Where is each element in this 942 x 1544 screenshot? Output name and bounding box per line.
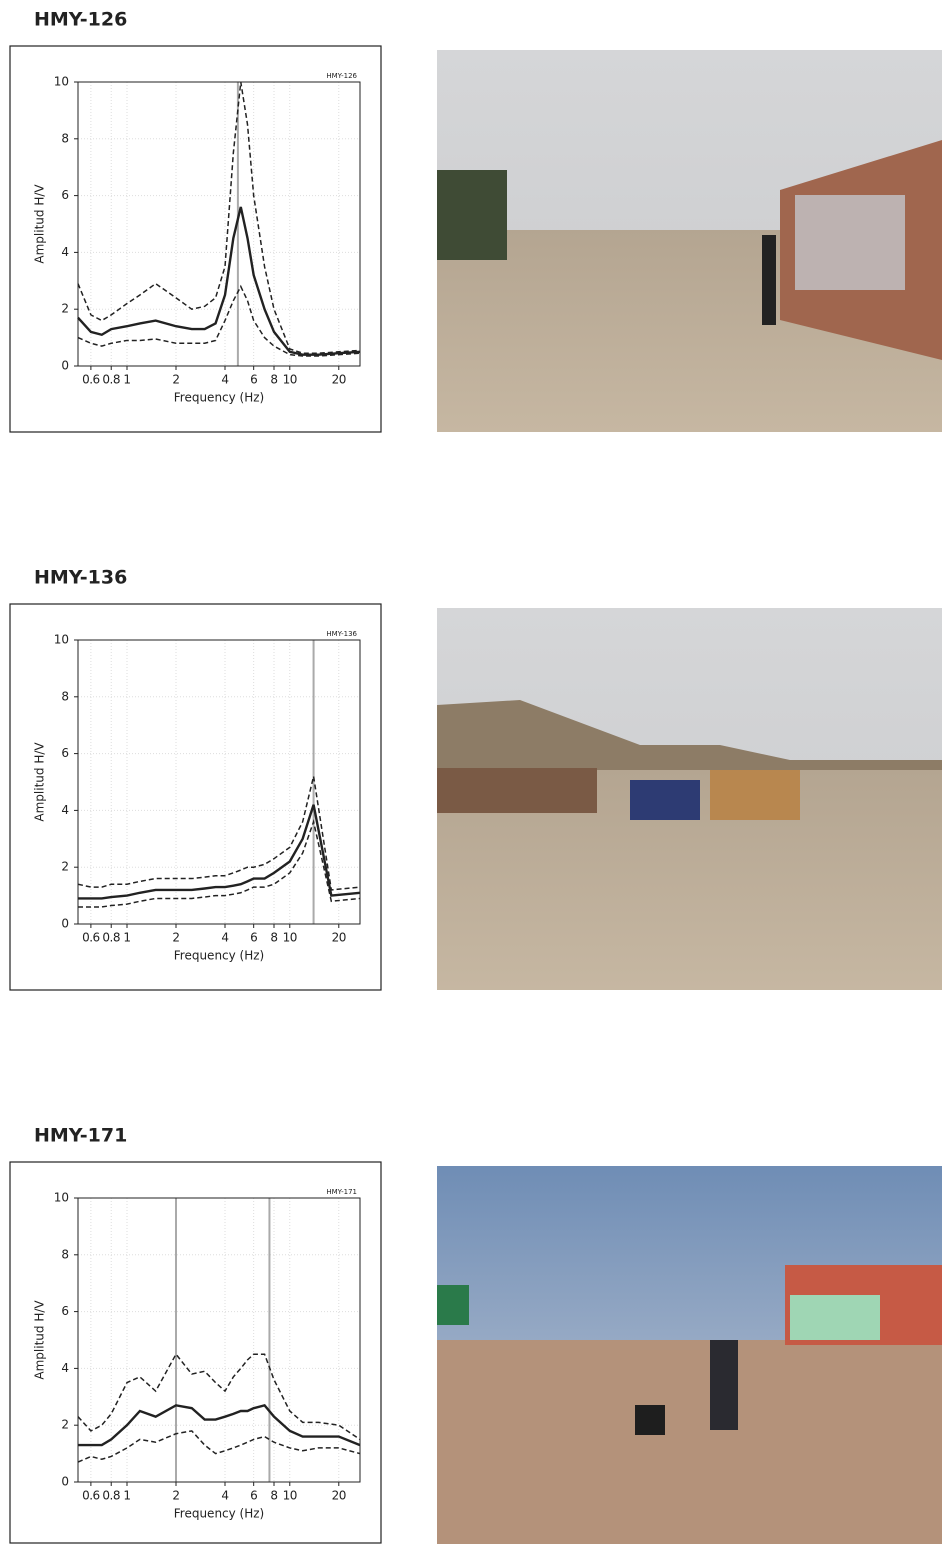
y-axis-label: Amplitud H/V	[33, 1300, 47, 1380]
x-axis-label: Frequency (Hz)	[174, 1507, 265, 1521]
plot-frame	[77, 639, 361, 925]
x-tick-label: 10	[283, 931, 297, 945]
x-axis-label: Frequency (Hz)	[174, 391, 265, 405]
series-line	[78, 819, 361, 908]
y-tick-label: 0	[61, 917, 69, 931]
x-tick-label: 20	[332, 1489, 346, 1503]
photo	[437, 50, 942, 432]
y-axis-label: Amplitud H/V	[33, 184, 47, 264]
x-tick-label: 10	[283, 1489, 297, 1503]
x-tick-label: 20	[332, 373, 346, 387]
x-tick-label: 0.6	[82, 1489, 100, 1503]
chart-frame	[9, 603, 382, 991]
x-tick-label: 4	[221, 373, 228, 387]
y-tick-label: 10	[54, 633, 69, 647]
photo	[437, 1166, 942, 1544]
series-line	[78, 1403, 361, 1447]
x-tick-label: 8	[270, 373, 277, 387]
inset-label: HMY-126	[326, 72, 357, 80]
y-tick-label: 6	[61, 1304, 69, 1318]
y-tick-label: 10	[54, 1191, 69, 1205]
x-tick-label: 6	[250, 1489, 257, 1503]
x-tick-label: 0.8	[102, 931, 120, 945]
x-tick-label: 0.8	[102, 1489, 120, 1503]
y-tick-label: 8	[61, 689, 69, 703]
y-tick-label: 8	[61, 1247, 69, 1261]
chart-frame	[9, 45, 382, 433]
x-tick-label: 2	[172, 931, 179, 945]
chart-title: HMY-136	[34, 567, 127, 589]
x-tick-label: 1	[123, 373, 130, 387]
x-tick-label: 8	[270, 931, 277, 945]
plot-frame	[77, 81, 361, 367]
y-tick-label: 6	[61, 188, 69, 202]
inset-label: HMY-136	[326, 630, 357, 638]
chart-title: HMY-126	[34, 9, 127, 31]
x-tick-label: 6	[250, 931, 257, 945]
series-line	[77, 776, 361, 891]
x-tick-label: 4	[221, 1489, 228, 1503]
inset-label: HMY-171	[326, 1188, 357, 1196]
x-tick-label: 10	[283, 373, 297, 387]
x-tick-label: 6	[250, 373, 257, 387]
y-tick-label: 0	[61, 1475, 69, 1489]
x-tick-label: 2	[172, 373, 179, 387]
y-tick-label: 4	[61, 803, 69, 817]
photo	[437, 608, 942, 990]
chart-title: HMY-171	[34, 1125, 127, 1147]
y-tick-label: 0	[61, 359, 69, 373]
y-tick-label: 2	[61, 1418, 69, 1432]
x-tick-label: 2	[172, 1489, 179, 1503]
y-tick-label: 8	[61, 131, 69, 145]
x-tick-label: 4	[221, 931, 228, 945]
series-line	[77, 284, 361, 357]
chart-frame	[9, 1161, 382, 1544]
series-line	[77, 1352, 361, 1441]
y-tick-label: 2	[61, 302, 69, 316]
x-tick-label: 0.6	[82, 373, 100, 387]
y-tick-label: 4	[61, 245, 69, 259]
x-axis-label: Frequency (Hz)	[174, 949, 265, 963]
x-tick-label: 1	[123, 931, 130, 945]
x-tick-label: 8	[270, 1489, 277, 1503]
series-line	[77, 206, 361, 356]
plot-frame	[77, 1197, 361, 1483]
y-axis-label: Amplitud H/V	[33, 742, 47, 822]
x-tick-label: 0.6	[82, 931, 100, 945]
x-tick-label: 0.8	[102, 373, 120, 387]
y-tick-label: 6	[61, 746, 69, 760]
y-tick-label: 2	[61, 860, 69, 874]
x-tick-label: 1	[123, 1489, 130, 1503]
y-tick-label: 4	[61, 1361, 69, 1375]
series-line	[78, 804, 361, 900]
y-tick-label: 10	[54, 75, 69, 89]
x-tick-label: 20	[332, 931, 346, 945]
